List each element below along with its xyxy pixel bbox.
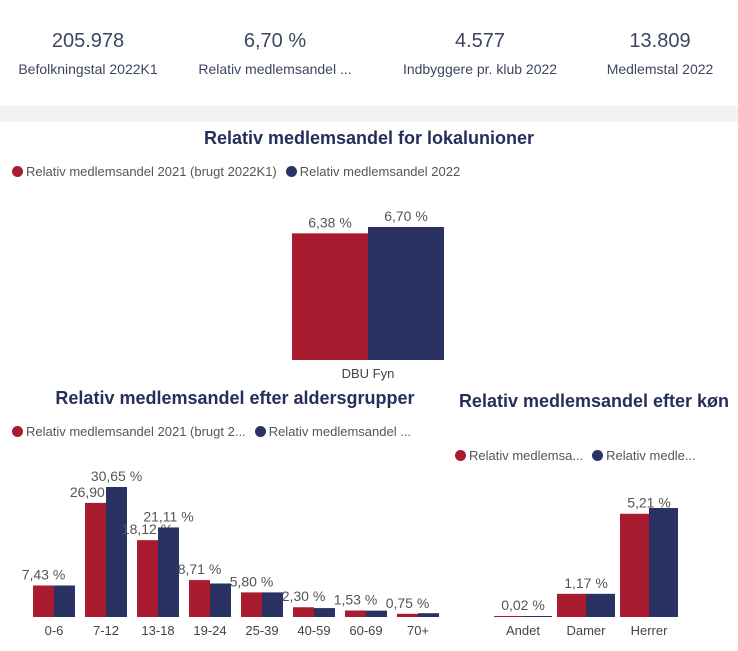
bar-2022 [54,585,75,617]
bar-2022 [649,508,678,617]
bar-2021 [620,513,649,617]
bar-2022 [366,610,387,617]
data-label: 0,02 % [501,597,545,613]
bar-2022 [586,593,615,617]
bar-2021 [494,616,523,617]
bar-2021 [292,233,368,360]
bar-2021 [189,580,210,617]
legend-item-2022[interactable]: Relativ medlemsandel 2022 [285,164,461,179]
kpi-card-population[interactable]: 205.978 Befolkningstal 2022K1 [8,28,168,78]
chart-title: Relativ medlemsandel efter aldersgrupper [55,388,415,408]
chart-panel-local-unions: Relativ medlemsandel for lokalunioner Re… [0,122,738,386]
kpi-card-members[interactable]: 13.809 Medlemstal 2022 [590,28,730,78]
legend-dot-icon [12,426,23,437]
data-label: 0,75 % [386,595,430,611]
data-label: 6,70 % [384,208,428,224]
bar-2022 [418,613,439,617]
data-label: 5,80 % [230,573,274,589]
x-tick-label: 0-6 [45,623,64,638]
bar-2022 [210,583,231,617]
chart-legend: Relativ medlemsa... Relativ medle... [455,448,705,463]
data-label: 8,71 % [178,561,222,577]
legend-item-2021[interactable]: Relativ medlemsandel 2021 (brugt 2... [12,424,246,439]
kpi-card-relative-share[interactable]: 6,70 % Relativ medlemsandel ... [185,28,365,78]
legend-label: Relativ medlemsandel 2022 [299,164,461,179]
bar-2021 [33,585,54,617]
bar-2021 [85,502,106,617]
kpi-value: 6,70 % [243,30,307,52]
legend-dot-icon [254,426,266,437]
bar-2022 [106,487,127,617]
x-tick-label: Andet [506,623,540,638]
x-tick-label: 70+ [407,623,429,638]
legend-label: Relativ medlemsandel ... [268,424,412,439]
data-label: 21,11 % [143,508,193,524]
bar-chart-gender: 0,02 % Andet 1,17 % Damer 5,21 % Herrer [494,495,678,638]
data-label: 30,65 % [91,468,142,484]
kpi-label: Befolkningstal 2022K1 [18,61,158,77]
chart-legend: Relativ medlemsandel 2021 (brugt 2022K1)… [12,164,469,179]
data-label: 1,17 % [564,575,608,591]
legend-label: Relativ medlemsa... [469,448,584,463]
chart-title: Relativ medlemsandel for lokalunioner [203,128,535,148]
kpi-label: Indbyggere pr. klub 2022 [402,61,558,77]
kpi-band: 205.978 Befolkningstal 2022K1 6,70 % Rel… [0,0,738,106]
x-tick-label: 7-12 [93,623,119,638]
data-label: 2,30 % [282,588,326,604]
x-tick-label: 25-39 [245,623,278,638]
bar-2021 [293,607,314,617]
legend-label: Relativ medle... [606,448,696,463]
bar-2021 [397,613,418,617]
data-label: 1,53 % [334,592,378,608]
kpi-value: 13.809 [629,30,691,52]
x-tick-label: 19-24 [193,623,226,638]
kpi-card-inhabitants-per-club[interactable]: 4.577 Indbyggere pr. klub 2022 [385,28,575,78]
kpi-value: 205.978 [51,30,125,52]
bar-2022 [262,592,283,617]
legend-dot-icon [455,450,466,461]
chart-title: Relativ medlemsandel efter køn [458,391,730,411]
data-label: 7,43 % [22,566,66,582]
chart-legend: Relativ medlemsandel 2021 (brugt 2... Re… [12,424,452,439]
data-label: 5,21 % [627,495,671,511]
x-tick-label: 40-59 [297,623,330,638]
bar-2021 [345,610,366,617]
legend-item-2021[interactable]: Relativ medlemsa... [455,448,583,463]
x-tick-label: Damer [566,623,606,638]
bar-2021 [137,540,158,617]
bar-2022 [523,616,552,617]
bar-2021 [557,593,586,617]
kpi-label: Relativ medlemsandel ... [198,61,352,77]
bar-2021 [241,592,262,617]
legend-item-2022[interactable]: Relativ medle... [592,448,696,463]
chart-panel-age-groups: Relativ medlemsandel efter aldersgrupper… [0,386,450,651]
bar-2022 [314,608,335,617]
legend-dot-icon [592,450,604,461]
x-tick-label: 13-18 [141,623,174,638]
kpi-label: Medlemstal 2022 [606,61,714,77]
data-label: 6,38 % [308,214,352,230]
bar-2022 [158,527,179,617]
chart-panel-gender: Relativ medlemsandel efter køn Relativ m… [450,386,738,651]
bar-chart-local-unions: 6,38 % 6,70 % DBU Fyn [292,208,444,381]
legend-dot-icon [285,166,297,177]
legend-item-2022[interactable]: Relativ medlemsandel ... [254,424,412,439]
bar-2022 [368,227,444,360]
x-tick-label: 60-69 [349,623,382,638]
legend-dot-icon [12,166,23,177]
legend-label: Relativ medlemsandel 2021 (brugt 2022K1) [26,164,277,179]
legend-item-2021[interactable]: Relativ medlemsandel 2021 (brugt 2022K1) [12,164,277,179]
legend-label: Relativ medlemsandel 2021 (brugt 2... [26,424,246,439]
x-tick-label: DBU Fyn [342,366,395,381]
kpi-value: 4.577 [454,30,506,52]
x-tick-label: Herrer [631,623,669,638]
